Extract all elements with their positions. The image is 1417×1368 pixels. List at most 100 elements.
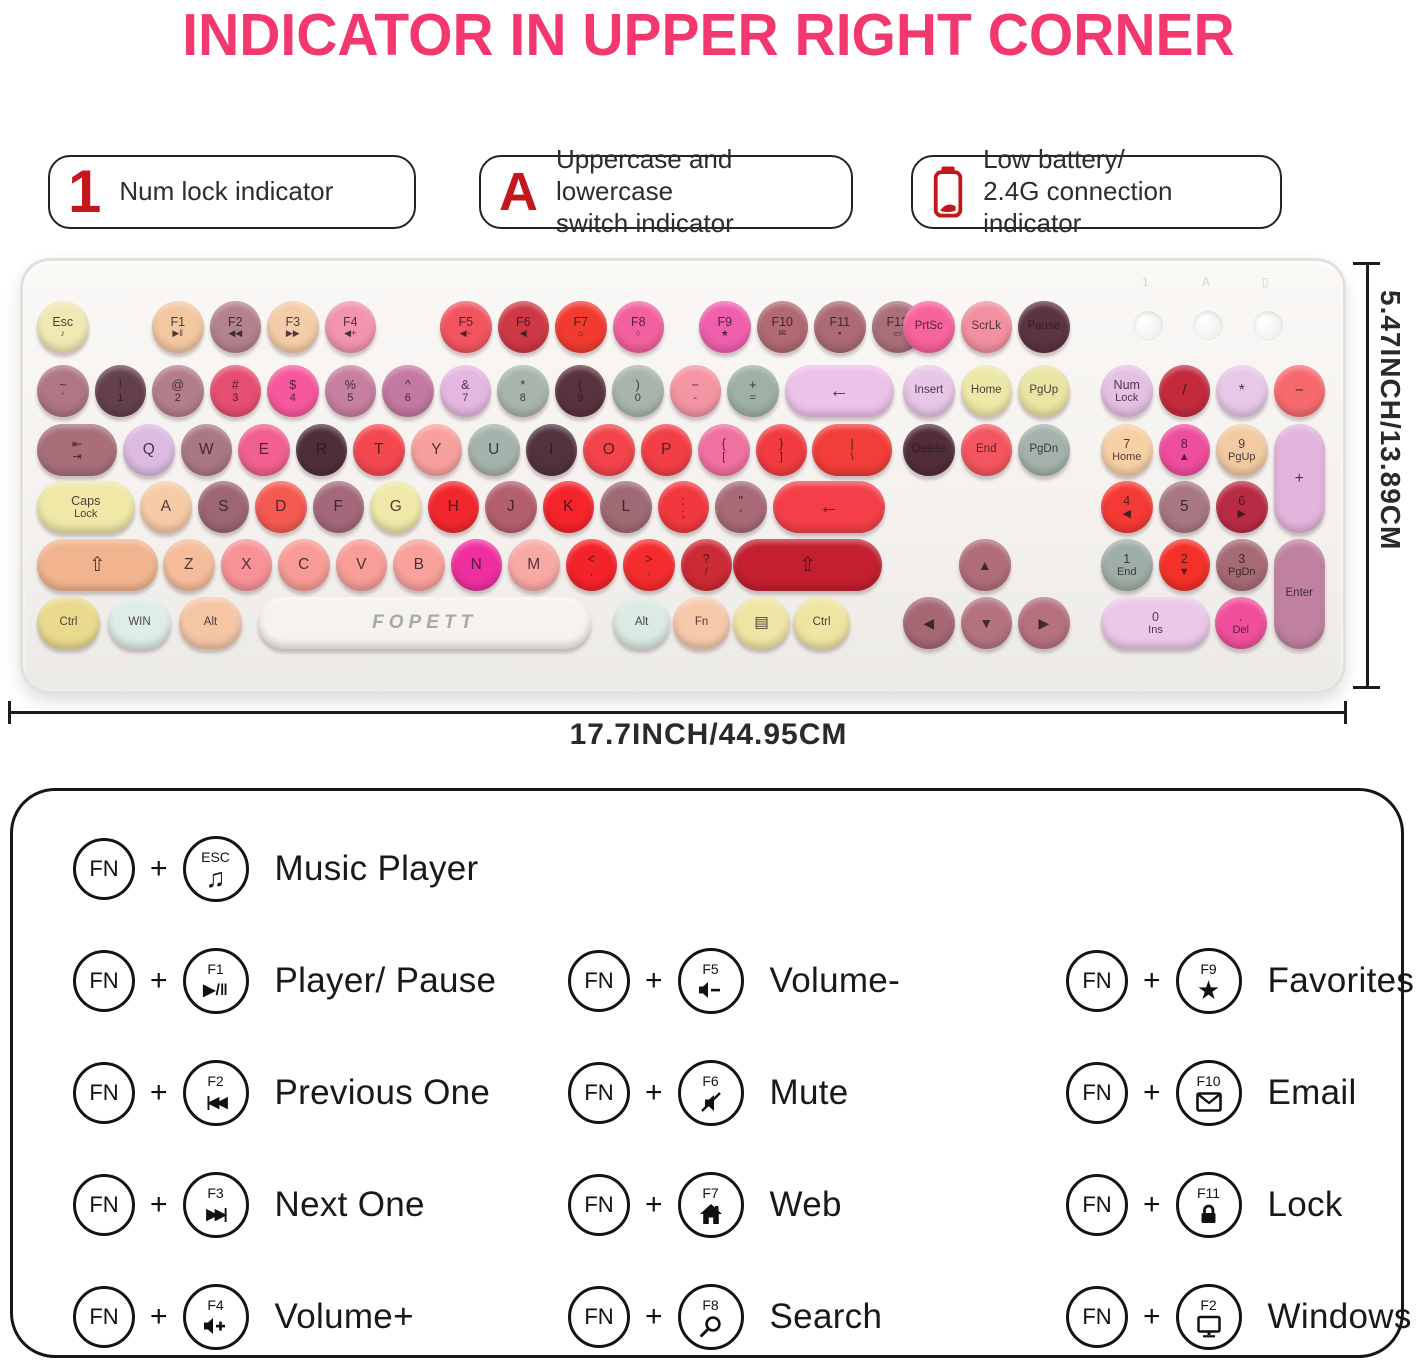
fn-combo-player-pause: FN + F1 ▶/‖ Player/ Pause [73, 948, 496, 1014]
plus-sign: + [150, 1188, 168, 1221]
fn-key-circle: FN [568, 950, 630, 1012]
key-7: 7 Home [1101, 424, 1153, 476]
fn-key-circle: FN [73, 1286, 135, 1348]
key-: . Del [1215, 597, 1267, 649]
plus-sign: + [150, 852, 168, 885]
fn-combo-lock: FN + F11 Lock [1066, 1172, 1343, 1238]
key-: <, [565, 539, 617, 591]
function-key-circle: F2 [1175, 1284, 1242, 1350]
battery-light-glyph: ▯ [1262, 275, 1269, 289]
function-key-circle: ESC ♫ [182, 836, 249, 902]
key-i: I [525, 424, 577, 476]
key-2: 2 ▼ [1158, 539, 1210, 591]
function-key-circle: F1 ▶/‖ [182, 948, 249, 1014]
fn-combo-email: FN + F10 Email [1066, 1060, 1357, 1126]
key-f7: F7 ⌂ [555, 301, 607, 353]
key-: (9 [554, 365, 606, 417]
plus-sign: + [1143, 1300, 1161, 1333]
function-key-circle: F5 [677, 948, 744, 1014]
next-icon: ▶▶| [206, 1206, 227, 1223]
key-: >. [623, 539, 675, 591]
height-dimension-label: 5.47INCH/13.89CM [1375, 290, 1406, 551]
key-r: R [295, 424, 347, 476]
key-c: C [278, 539, 330, 591]
key-t: T [353, 424, 405, 476]
key-prtsc: PrtSc [903, 301, 955, 353]
key-: ~ ` [37, 365, 89, 417]
volume-down-icon [698, 976, 724, 1004]
key-: * 8 [497, 365, 549, 417]
key-: ← [773, 481, 885, 533]
previous-icon: |◀◀ [206, 1094, 227, 1111]
caps-light-glyph: A [1202, 275, 1211, 289]
case-switch-indicator-box: A Uppercase and lowercase switch indicat… [479, 144, 853, 238]
width-dimension-cap-right [1344, 701, 1347, 724]
key-f11: F11 ▪ [814, 301, 866, 353]
plus-sign: + [150, 964, 168, 997]
plus-sign: + [645, 964, 663, 997]
key-caps: Caps Lock [37, 481, 135, 533]
key-insert: Insert [903, 365, 955, 417]
fn-combo-previous-one: FN + F2 |◀◀ Previous One [73, 1060, 490, 1126]
numlock-light-glyph: 1 [1142, 275, 1149, 289]
numlock-light [1133, 311, 1163, 341]
fn-combo-favorites: FN + F9 ★ Favorites [1066, 948, 1414, 1014]
home-icon [699, 1200, 723, 1228]
play-pause-icon: ▶/‖ [203, 982, 228, 999]
function-key-circle: F9 ★ [1175, 948, 1242, 1014]
key-pgdn: PgDn [1018, 424, 1070, 476]
fn-combo-search: FN + F8 Search [568, 1284, 882, 1350]
key-pgup: PgUp [1018, 365, 1070, 417]
email-icon [1195, 1088, 1222, 1116]
key-9: 9 PgUp [1216, 424, 1268, 476]
key-8: 8 ▲ [1158, 424, 1210, 476]
key-: ▼ [960, 597, 1012, 649]
combo-label: Lock [1267, 1185, 1343, 1224]
width-dimension-cap-left [8, 701, 11, 724]
plus-sign: + [150, 1300, 168, 1333]
key-u: U [468, 424, 520, 476]
plus-sign: + [1143, 1076, 1161, 1109]
combo-label: Music Player [274, 849, 479, 888]
combo-label: Search [769, 1297, 883, 1336]
key-esc: Esc ♪ [37, 301, 89, 353]
key-f1: F1 ▶‖ [152, 301, 204, 353]
key-: $4 [267, 365, 319, 417]
height-dimension-line [1366, 262, 1369, 688]
plus-sign: + [1143, 964, 1161, 997]
key-q: Q [123, 424, 175, 476]
function-key-circle: F8 [677, 1284, 744, 1350]
function-key-circle: F6 [677, 1060, 744, 1126]
combo-label: Volume- [769, 961, 901, 1000]
function-key-circle: F10 [1175, 1060, 1242, 1126]
key-: % 5 [324, 365, 376, 417]
key-end: End [960, 424, 1012, 476]
key-e: E [238, 424, 290, 476]
key-: {[ [698, 424, 750, 476]
key-home: Home [960, 365, 1012, 417]
brand-logo: FOPETT [372, 612, 478, 633]
fn-key-circle: FN [1066, 1286, 1128, 1348]
key-delete: Delete [903, 424, 955, 476]
key-: ⇧ [37, 539, 158, 591]
combo-label: Mute [769, 1073, 849, 1112]
key-5: 5 [1158, 481, 1210, 533]
key-m: M [508, 539, 560, 591]
fn-key-circle: FN [568, 1062, 630, 1124]
key-n: N [450, 539, 502, 591]
combo-label: Windows [1267, 1297, 1412, 1336]
key-: #3 [209, 365, 261, 417]
fn-shortcuts-panel: FN + ESC ♫ Music Player FN + F1 ▶/‖ Player/ Pause… [10, 788, 1414, 1358]
key-a: A [140, 481, 192, 533]
numlock-indicator-box: 1 Num lock indicator [48, 155, 416, 229]
function-key-circle: F2 |◀◀ [182, 1060, 249, 1126]
key-alt: Alt [179, 597, 242, 649]
combo-label: Player/ Pause [274, 961, 497, 1000]
function-key-circle: F4 [182, 1284, 249, 1350]
key-w: W [180, 424, 232, 476]
key-y: Y [410, 424, 462, 476]
key-: ▤ [733, 597, 791, 649]
height-dimension-cap-bottom [1353, 686, 1380, 689]
key-fopett: FOPETT [258, 597, 592, 649]
